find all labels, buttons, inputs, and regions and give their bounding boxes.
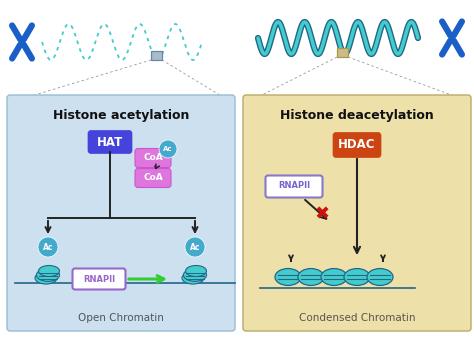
Circle shape bbox=[38, 237, 58, 257]
Text: Condensed Chromatin: Condensed Chromatin bbox=[299, 313, 415, 323]
Ellipse shape bbox=[38, 265, 59, 277]
FancyBboxPatch shape bbox=[73, 268, 126, 290]
Ellipse shape bbox=[35, 272, 57, 284]
Ellipse shape bbox=[275, 268, 301, 285]
Text: CoA: CoA bbox=[143, 154, 163, 162]
Ellipse shape bbox=[367, 268, 393, 285]
FancyBboxPatch shape bbox=[135, 148, 171, 167]
Text: Histone acetylation: Histone acetylation bbox=[53, 108, 189, 121]
Ellipse shape bbox=[344, 268, 370, 285]
Circle shape bbox=[20, 40, 24, 44]
Ellipse shape bbox=[185, 265, 207, 277]
Text: Open Chromatin: Open Chromatin bbox=[78, 313, 164, 323]
FancyBboxPatch shape bbox=[243, 95, 471, 331]
FancyBboxPatch shape bbox=[7, 95, 235, 331]
FancyBboxPatch shape bbox=[337, 48, 348, 57]
Text: Ac: Ac bbox=[163, 146, 173, 152]
Text: HAT: HAT bbox=[97, 136, 123, 148]
Text: Histone deacetylation: Histone deacetylation bbox=[280, 108, 434, 121]
Text: Ac: Ac bbox=[43, 242, 53, 252]
Text: CoA: CoA bbox=[143, 174, 163, 182]
Circle shape bbox=[185, 237, 205, 257]
Text: ✖: ✖ bbox=[314, 206, 329, 224]
FancyBboxPatch shape bbox=[333, 133, 381, 158]
Ellipse shape bbox=[183, 269, 207, 281]
Text: Ac: Ac bbox=[190, 242, 200, 252]
Circle shape bbox=[450, 36, 454, 40]
Ellipse shape bbox=[36, 269, 60, 281]
FancyBboxPatch shape bbox=[265, 176, 322, 198]
FancyBboxPatch shape bbox=[151, 51, 162, 60]
Ellipse shape bbox=[298, 268, 324, 285]
Ellipse shape bbox=[321, 268, 347, 285]
Circle shape bbox=[159, 140, 177, 158]
FancyBboxPatch shape bbox=[135, 168, 171, 187]
Text: RNAPII: RNAPII bbox=[83, 275, 115, 283]
FancyBboxPatch shape bbox=[88, 131, 132, 154]
Text: RNAPII: RNAPII bbox=[278, 181, 310, 191]
Text: HDAC: HDAC bbox=[338, 139, 376, 152]
Ellipse shape bbox=[182, 272, 204, 284]
